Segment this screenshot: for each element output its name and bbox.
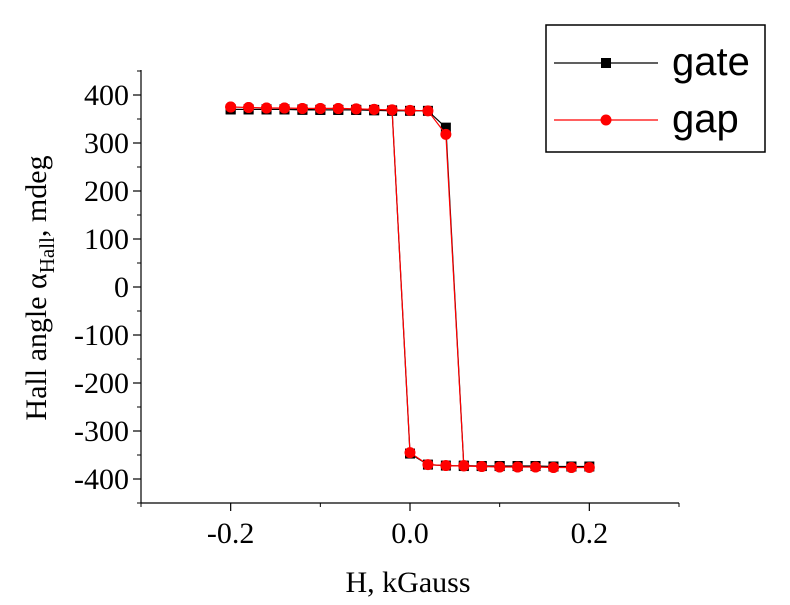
y-tick-label: -200 xyxy=(74,367,129,400)
data-point-gap xyxy=(565,461,577,473)
data-point-gap xyxy=(530,461,542,473)
data-point-gap xyxy=(243,101,255,113)
data-point-gap xyxy=(422,105,434,117)
y-tick-label: -100 xyxy=(74,319,129,352)
y-axis-title-subscript: Hall xyxy=(35,237,59,273)
y-tick-label: 300 xyxy=(84,127,129,160)
data-point-gap xyxy=(350,103,362,115)
y-tick-label: -400 xyxy=(74,463,129,496)
x-tick-label: 0.0 xyxy=(391,517,429,550)
data-point-gap xyxy=(278,102,290,114)
data-point-gap xyxy=(225,101,237,113)
y-tick-label: -300 xyxy=(74,415,129,448)
data-point-gap xyxy=(476,461,488,473)
data-point-gap xyxy=(494,461,506,473)
x-tick-label: 0.2 xyxy=(571,517,609,550)
data-point-gap xyxy=(386,104,398,116)
data-point-gap xyxy=(261,102,273,114)
series-layer xyxy=(225,101,595,473)
y-axis-title-suffix: , mdeg xyxy=(20,155,53,237)
data-point-gap xyxy=(583,461,595,473)
data-point-gap xyxy=(440,128,452,140)
data-point-gap xyxy=(512,461,524,473)
data-point-gap xyxy=(314,102,326,114)
data-point-gap xyxy=(296,102,308,114)
series-line-gate xyxy=(230,108,590,468)
y-tick-label: 100 xyxy=(84,223,129,256)
legend-marker-gap xyxy=(600,114,612,126)
y-tick-label: 400 xyxy=(84,79,129,112)
data-point-gap xyxy=(404,447,416,459)
legend-label-gate: gate xyxy=(672,40,750,84)
data-point-gap xyxy=(422,459,434,471)
series-line-gap xyxy=(230,106,590,469)
y-tick-label: 200 xyxy=(84,175,129,208)
y-axis-title: Hall angle αHall, mdeg xyxy=(20,155,59,420)
x-axis-title: H, kGauss xyxy=(346,566,471,599)
data-point-gap xyxy=(440,460,452,472)
data-point-gap xyxy=(458,460,470,472)
legend: gate gap xyxy=(545,24,766,153)
axis-ticks: 400 300 200 100 0 -100 -200 -300 -400 -0.2 0.0 0.2 xyxy=(74,70,680,550)
data-point-gap xyxy=(332,102,344,114)
legend-label-gap: gap xyxy=(672,97,739,141)
x-tick-label: -0.2 xyxy=(207,517,255,550)
legend-marker-gate xyxy=(601,58,611,68)
data-point-gap xyxy=(404,104,416,116)
legend-box xyxy=(545,24,766,153)
y-tick-label: 0 xyxy=(114,271,129,304)
data-point-gap xyxy=(547,461,559,473)
data-point-gap xyxy=(368,103,380,115)
data-point-gate xyxy=(440,122,451,133)
y-axis-title-main: Hall angle α xyxy=(20,273,53,421)
